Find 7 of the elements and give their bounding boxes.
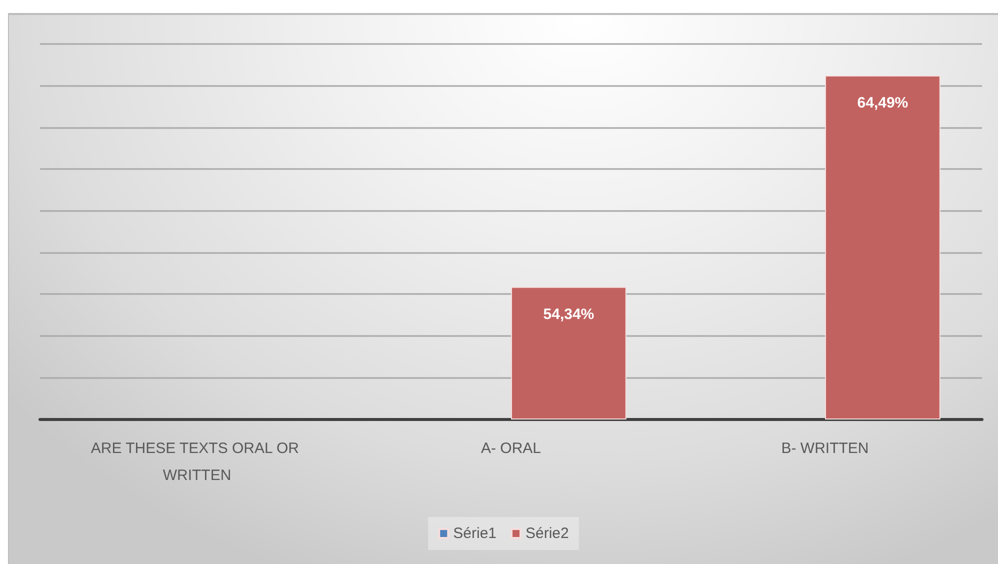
x-tick-label: ARE THESE TEXTS ORAL OR WRITTEN bbox=[90, 440, 304, 484]
legend-label: Série2 bbox=[526, 525, 569, 542]
x-tick-label: B- WRITTEN bbox=[781, 440, 869, 457]
x-tick-label: A- ORAL bbox=[480, 440, 542, 457]
data-label: 64,49% bbox=[857, 94, 908, 112]
data-label: 54,34% bbox=[543, 306, 594, 323]
legend-label: Série1 bbox=[453, 525, 496, 542]
